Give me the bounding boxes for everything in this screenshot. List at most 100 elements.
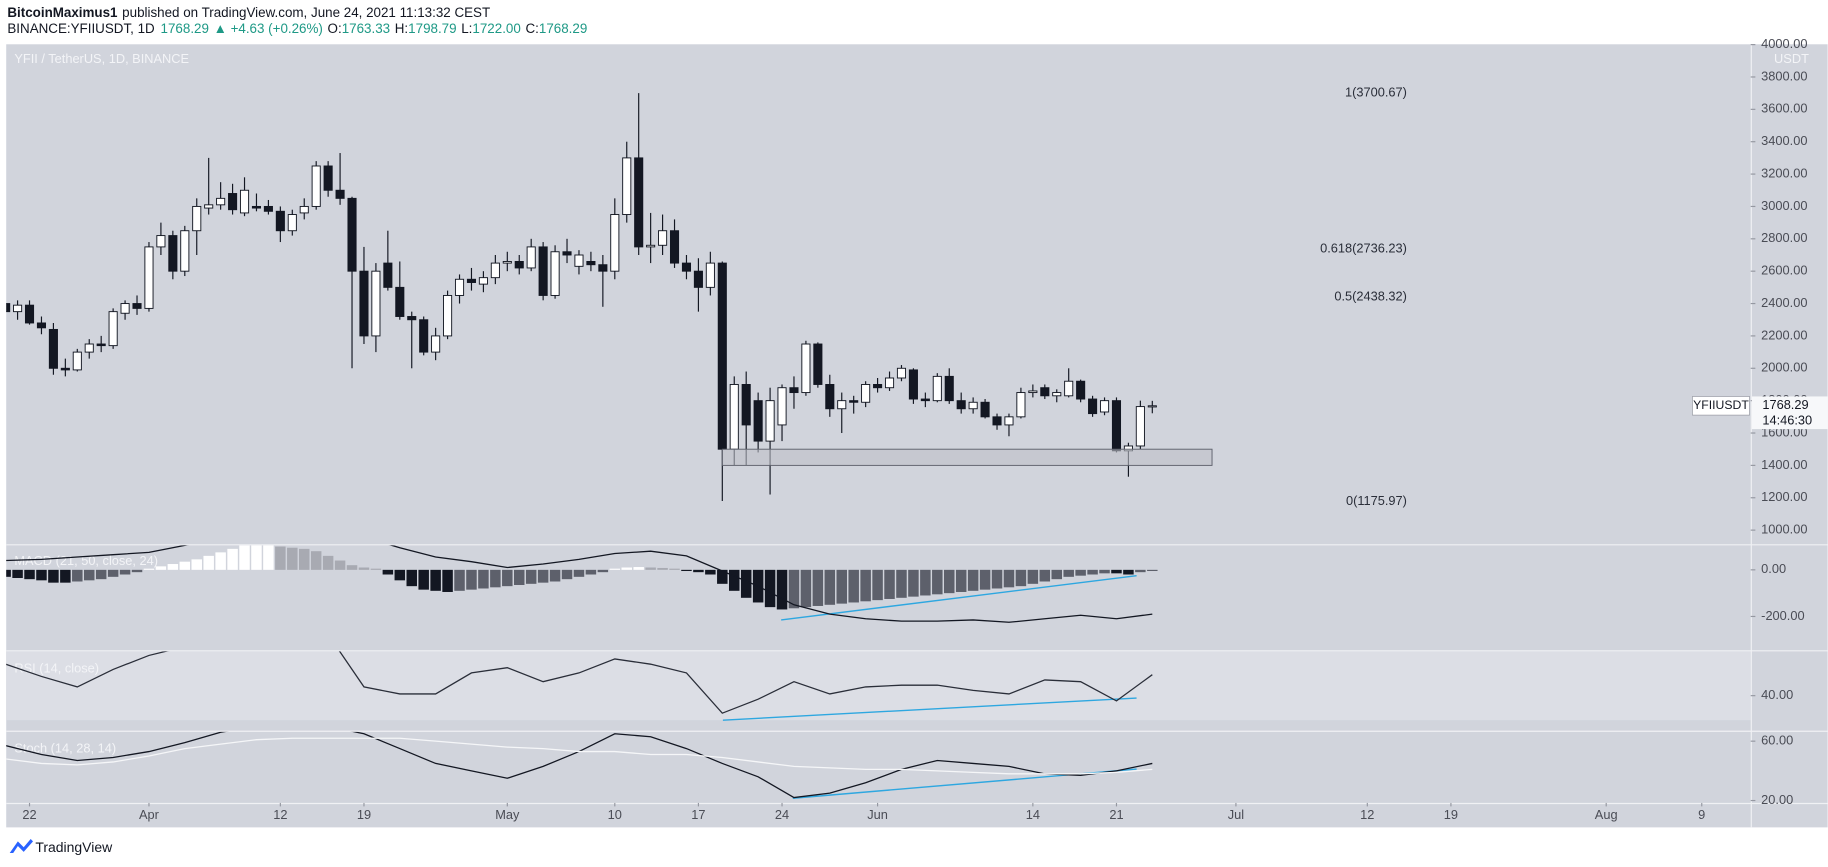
indicator-line	[6, 651, 1153, 714]
candle-body	[72, 351, 82, 371]
candle-body	[1088, 398, 1098, 415]
macd-histogram-bar	[299, 548, 310, 570]
macd-histogram-bar	[920, 569, 931, 596]
macd-histogram-bar	[788, 569, 800, 609]
fib-level: 1(3700.67)	[1345, 84, 1407, 99]
candle-body	[861, 384, 871, 403]
candle-body	[574, 254, 584, 267]
macd-histogram-bar	[251, 545, 262, 570]
candle-body	[538, 246, 548, 296]
x-tick-label: 17	[691, 807, 705, 822]
candle-body	[514, 261, 524, 269]
macd-histogram-bar	[908, 569, 919, 597]
candle-body	[908, 369, 918, 400]
published: published on TradingView.com, June 24, 2…	[122, 4, 490, 19]
macd-histogram-bar	[955, 569, 967, 592]
macd-histogram-bar	[525, 569, 537, 584]
x-tick-label: 24	[775, 807, 789, 822]
macd-histogram-bar	[12, 569, 23, 578]
macd-histogram-bar	[1135, 569, 1146, 573]
candle-body	[299, 205, 309, 214]
candle-body	[216, 197, 226, 206]
y-tick-label: -200.00	[1761, 608, 1804, 623]
candle-body	[1111, 400, 1122, 452]
candle-body	[60, 367, 70, 371]
candle-body	[1028, 390, 1038, 394]
macd-histogram-bar	[1063, 569, 1074, 577]
x-tick-label: 19	[1444, 807, 1458, 822]
y-tick-label: 60.00	[1761, 733, 1793, 748]
candle-body	[144, 246, 154, 309]
candle-body	[741, 384, 751, 426]
macd-histogram-bar	[107, 569, 119, 577]
candle-body	[192, 205, 202, 232]
candle-body	[478, 277, 488, 285]
macd-histogram-bar	[478, 569, 489, 589]
macd-histogram-bar	[1051, 569, 1062, 580]
candle-body	[550, 251, 560, 296]
candle-body	[598, 264, 608, 272]
fib-level: 0(1175.97)	[1346, 493, 1407, 508]
candle-body	[490, 262, 500, 279]
y-tick-label: 4000.00	[1761, 36, 1807, 51]
macd-histogram-bar	[370, 568, 382, 570]
candle-body	[287, 214, 297, 232]
candle-body	[658, 230, 668, 246]
macd-histogram-bar	[454, 569, 465, 591]
y-tick-label: 1200.00	[1761, 489, 1807, 504]
macd-histogram-bar	[836, 569, 847, 604]
publish-line: BitcoinMaximus1 published on TradingView.…	[7, 4, 490, 19]
macd-histogram-bar	[657, 567, 668, 570]
price: 1768.29	[161, 21, 209, 36]
y-tick-label: 3800.00	[1761, 68, 1807, 83]
candle-body	[849, 400, 859, 403]
candle-body	[156, 235, 166, 248]
pane	[6, 545, 1158, 623]
candle-body	[526, 246, 536, 269]
macd-histogram-bar	[693, 569, 704, 573]
candle-body	[108, 311, 118, 347]
candle-body	[48, 328, 58, 369]
macd-histogram-bar	[72, 569, 83, 582]
macd-histogram-bar	[191, 559, 202, 570]
macd-histogram-bar	[705, 569, 716, 575]
macd-histogram-bar	[967, 569, 979, 591]
candle-body	[180, 230, 190, 272]
change: ▲ +4.63 (+0.26%)	[214, 21, 323, 36]
candle-body	[956, 400, 966, 410]
y-tick-label: 3600.00	[1761, 101, 1807, 116]
pane-title: Stoch (14, 28, 14)	[14, 741, 116, 756]
symbol-line: BINANCE:YFIIUSDT, 1D 1768.29 ▲ +4.63 (+0.2…	[7, 21, 587, 36]
candle-body	[729, 384, 739, 450]
candle-body	[263, 205, 273, 212]
candle-body	[884, 377, 895, 389]
macd-histogram-bar	[203, 555, 214, 570]
macd-histogram-bar	[800, 569, 812, 608]
macd-histogram-bar	[609, 568, 621, 570]
candle-body	[992, 416, 1002, 426]
candle-body	[96, 343, 106, 347]
indicator-line	[6, 545, 1153, 623]
symbol-tag-label: YFIIUSDT	[1693, 398, 1749, 412]
macd-histogram-bar	[740, 569, 752, 598]
price-tag	[1751, 396, 1828, 430]
candle-body	[944, 375, 954, 402]
candle-body	[920, 398, 930, 402]
candle-body	[873, 384, 883, 389]
x-tick-label: 14	[1026, 807, 1040, 822]
ohlc-key: H:	[395, 21, 408, 36]
macd-histogram-bar	[131, 569, 143, 573]
candle-body	[371, 270, 381, 337]
macd-histogram-bar	[346, 565, 358, 570]
chart-title: YFII / TetherUS, 1D, BINANCE	[14, 51, 189, 66]
macd-histogram-bar	[1015, 569, 1027, 587]
candle-body	[777, 387, 787, 426]
symbol: BINANCE:YFIIUSDT, 1D	[7, 21, 155, 36]
macd-histogram-bar	[884, 569, 895, 599]
x-tick-label: May	[495, 807, 520, 822]
x-tick-label: 9	[1698, 807, 1705, 822]
symbol-tag	[1692, 396, 1750, 416]
ohlc-value: 1768.29	[539, 21, 587, 36]
candle-body	[239, 189, 250, 214]
countdown: 14:46:30	[1762, 412, 1812, 427]
